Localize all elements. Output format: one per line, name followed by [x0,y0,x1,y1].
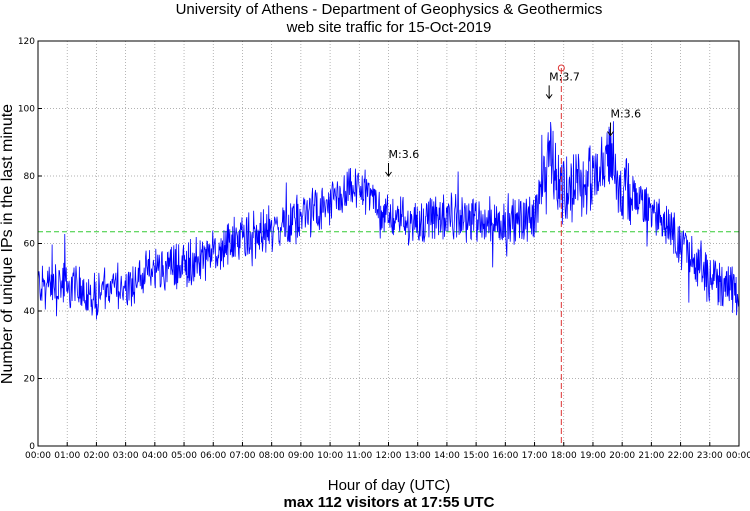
chart-subtitle: web site traffic for 15-Oct-2019 [286,19,492,36]
annotation-arrow-head [607,131,614,137]
x-tick-label: 15:00 [463,451,489,461]
x-tick-label: 20:00 [609,451,635,461]
x-tick-label: 13:00 [405,451,431,461]
y-tick-label: 20 [24,375,36,385]
x-tick-label: 00:00 [25,451,51,461]
x-axis-label: Hour of day (UTC) [328,477,451,494]
x-tick-label: 18:00 [551,451,577,461]
x-tick-label: 19:00 [580,451,606,461]
annotation-label: M:3.6 [389,148,420,161]
y-axis-label: Number of unique IPs in the last minute [0,104,16,384]
x-tick-label: 21:00 [638,451,664,461]
x-tick-label: 04:00 [142,451,168,461]
x-tick-label: 17:00 [522,451,548,461]
x-tick-label: 08:00 [259,451,285,461]
x-tick-label: 01:00 [54,451,80,461]
max-visitors-note: max 112 visitors at 17:55 UTC [284,494,495,511]
x-tick-label: 09:00 [288,451,314,461]
x-tick-label: 02:00 [83,451,109,461]
annotation-label: M:3.7 [549,70,580,83]
y-tick-label: 0 [29,442,35,452]
y-tick-label: 120 [18,37,35,47]
chart-title: University of Athens - Department of Geo… [176,1,603,18]
x-tick-label: 16:00 [492,451,518,461]
annotation-arrow-head [545,94,553,100]
x-tick-label: 11:00 [346,451,372,461]
x-tick-label: 03:00 [113,451,139,461]
annotations: M:3.6 M:3.7 M:3.6 [385,70,641,177]
x-tick-label: 14:00 [434,451,460,461]
grid [37,40,740,447]
x-tick-label: 06:00 [200,451,226,461]
x-tick-label: 22:00 [668,451,694,461]
x-tick-label: 10:00 [317,451,343,461]
x-tick-label: 00:00 [726,451,750,461]
annotation-label: M:3.6 [610,108,641,121]
annotation-arrow-head [385,171,392,177]
y-tick-label: 100 [18,105,35,115]
y-tick-label: 80 [24,172,36,182]
y-axis-ticks: 0 20 40 60 80 100 120 [18,37,42,452]
y-tick-label: 60 [24,240,36,250]
x-tick-label: 23:00 [697,451,723,461]
max-marker [557,64,565,72]
series-line [37,121,740,320]
x-tick-label: 07:00 [229,451,255,461]
y-tick-label: 40 [24,307,36,317]
x-tick-label: 12:00 [376,451,402,461]
x-tick-label: 05:00 [171,451,197,461]
x-axis-ticks: 00:00 01:00 02:00 03:00 04:00 05:00 06:00 07:00… [25,442,750,461]
